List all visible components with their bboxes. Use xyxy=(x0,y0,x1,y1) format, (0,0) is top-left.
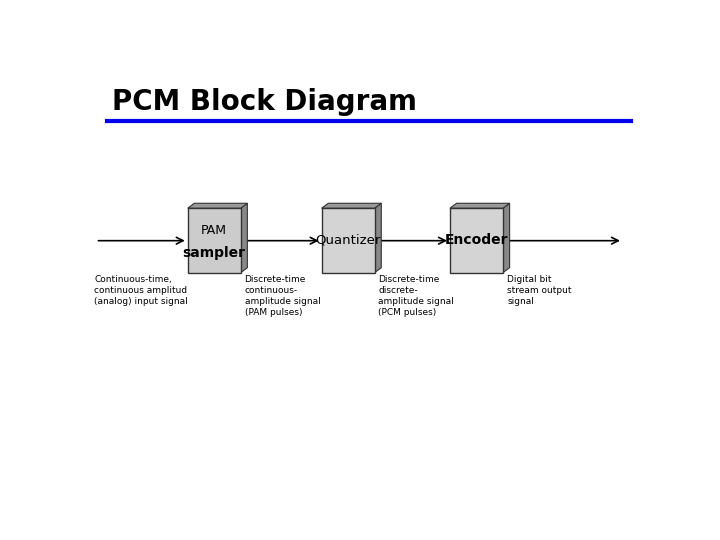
Polygon shape xyxy=(322,203,382,208)
FancyBboxPatch shape xyxy=(450,208,503,273)
Polygon shape xyxy=(450,203,510,208)
Text: Quantizer: Quantizer xyxy=(315,234,381,247)
Text: sampler: sampler xyxy=(183,246,246,260)
Text: PAM: PAM xyxy=(201,224,227,237)
Text: PCM Block Diagram: PCM Block Diagram xyxy=(112,87,418,116)
Polygon shape xyxy=(503,203,510,273)
FancyBboxPatch shape xyxy=(322,208,374,273)
Text: Digital bit
stream output
signal: Digital bit stream output signal xyxy=(508,275,572,306)
Polygon shape xyxy=(374,203,382,273)
Text: Encoder: Encoder xyxy=(445,233,508,247)
Polygon shape xyxy=(188,203,248,208)
Text: Discrete-time
continuous-
amplitude signal
(PAM pulses): Discrete-time continuous- amplitude sign… xyxy=(245,275,320,317)
Text: Continuous-time,
continuous amplitud
(analog) input signal: Continuous-time, continuous amplitud (an… xyxy=(94,275,188,306)
FancyBboxPatch shape xyxy=(188,208,240,273)
Text: Discrete-time
discrete-
amplitude signal
(PCM pulses): Discrete-time discrete- amplitude signal… xyxy=(379,275,454,317)
Polygon shape xyxy=(240,203,248,273)
